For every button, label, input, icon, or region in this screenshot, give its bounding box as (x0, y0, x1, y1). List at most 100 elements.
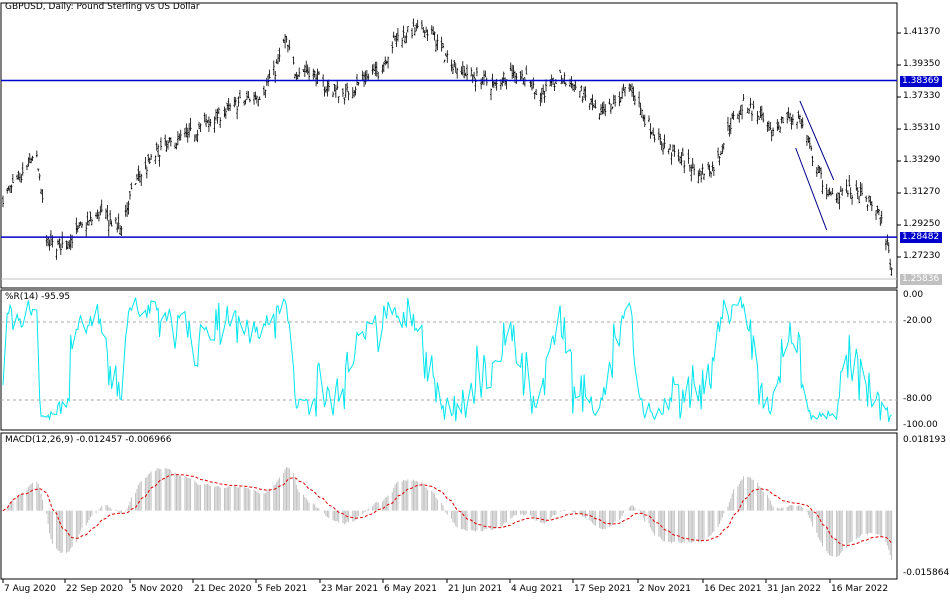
wpr-tick-label: -100.00 (903, 420, 938, 430)
date-tick-label: 5 Feb 2021 (257, 584, 308, 594)
price-bar (451, 63, 454, 74)
price-bar (746, 107, 749, 114)
price-bar (426, 29, 429, 41)
price-bar (413, 27, 416, 36)
price-bar (302, 69, 305, 72)
price-bar (781, 116, 784, 124)
price-bar (150, 153, 153, 160)
price-bar (412, 18, 415, 27)
price-bar (357, 81, 360, 86)
price-bar (553, 83, 556, 92)
price-bar (134, 182, 137, 185)
price-bar (216, 108, 219, 124)
price-bar (866, 204, 869, 211)
price-bar (30, 157, 33, 164)
price-bar (420, 20, 423, 30)
price-bar (598, 113, 601, 120)
price-bar (76, 225, 79, 233)
price-bar (729, 117, 732, 135)
price-bar (203, 112, 206, 123)
price-bar (628, 83, 631, 92)
price-bar (829, 191, 832, 196)
price-bar (815, 167, 818, 177)
price-bar (227, 97, 230, 112)
price-bar (209, 118, 212, 127)
price-bar (677, 149, 680, 162)
price-bar (411, 28, 414, 39)
price-bar (265, 77, 268, 86)
price-tick-label: 1.35310 (903, 122, 941, 133)
price-bar (855, 180, 858, 191)
price-bar (327, 79, 330, 92)
price-bar (736, 113, 739, 119)
price-bar (341, 88, 344, 97)
price-bar (422, 27, 425, 33)
price-bar (539, 92, 542, 107)
price-bar (367, 73, 370, 82)
price-bar (485, 77, 488, 86)
price-bar (308, 67, 311, 80)
price-bar (633, 95, 636, 106)
price-bar (868, 195, 871, 203)
price-bar (632, 86, 635, 102)
price-bar (351, 87, 354, 99)
date-tick-label: 2 Nov 2021 (639, 584, 691, 594)
price-bar (195, 134, 198, 141)
price-bar (609, 104, 612, 114)
price-bar (811, 155, 814, 167)
price-bar (604, 104, 607, 117)
price-bar (470, 67, 473, 77)
price-bar (450, 59, 453, 72)
price-bar (659, 133, 662, 145)
price-bar (466, 64, 469, 81)
price-bar (425, 26, 428, 33)
price-bar (353, 89, 356, 98)
price-bar (545, 79, 548, 92)
price-bar (238, 89, 241, 99)
price-bar (789, 112, 792, 122)
date-tick-label: 21 Dec 2020 (194, 584, 252, 594)
price-bar (312, 68, 315, 80)
price-bar (323, 86, 326, 97)
price-bar (787, 107, 790, 119)
price-bar (583, 86, 586, 99)
price-bar (848, 174, 851, 187)
wpr-panel (0, 289, 898, 431)
price-bar (75, 217, 78, 235)
price-bar (849, 187, 852, 199)
price-bar (650, 131, 653, 135)
price-bar (779, 126, 782, 134)
price-bar (95, 212, 98, 218)
price-bar (117, 213, 120, 230)
price-bar (144, 156, 147, 170)
price-bar (176, 131, 179, 146)
price-bar (707, 161, 710, 170)
price-bar (27, 157, 30, 167)
price-bar (257, 98, 260, 107)
price-bar (564, 82, 567, 87)
price-bar (326, 80, 329, 97)
price-bar (708, 164, 711, 177)
price-bar (37, 168, 40, 172)
date-tick-label: 31 Jan 2022 (767, 584, 821, 594)
price-bar (415, 23, 418, 32)
price-bar (392, 31, 395, 38)
price-bar (189, 117, 192, 132)
price-bar (219, 117, 222, 128)
price-bar (405, 32, 408, 44)
price-bar (622, 83, 625, 91)
price-bar (679, 155, 682, 164)
price-bar (58, 238, 61, 249)
price-bar (423, 30, 426, 38)
price-bar (600, 104, 603, 116)
price-bar (858, 195, 861, 204)
price-bar (828, 187, 831, 196)
date-tick-label: 23 Mar 2021 (321, 584, 379, 594)
price-bar (791, 114, 794, 125)
price-bar (638, 91, 641, 108)
price-bar (100, 199, 103, 213)
price-bar (512, 65, 515, 78)
price-bar (797, 110, 800, 119)
price-bar (701, 163, 704, 175)
